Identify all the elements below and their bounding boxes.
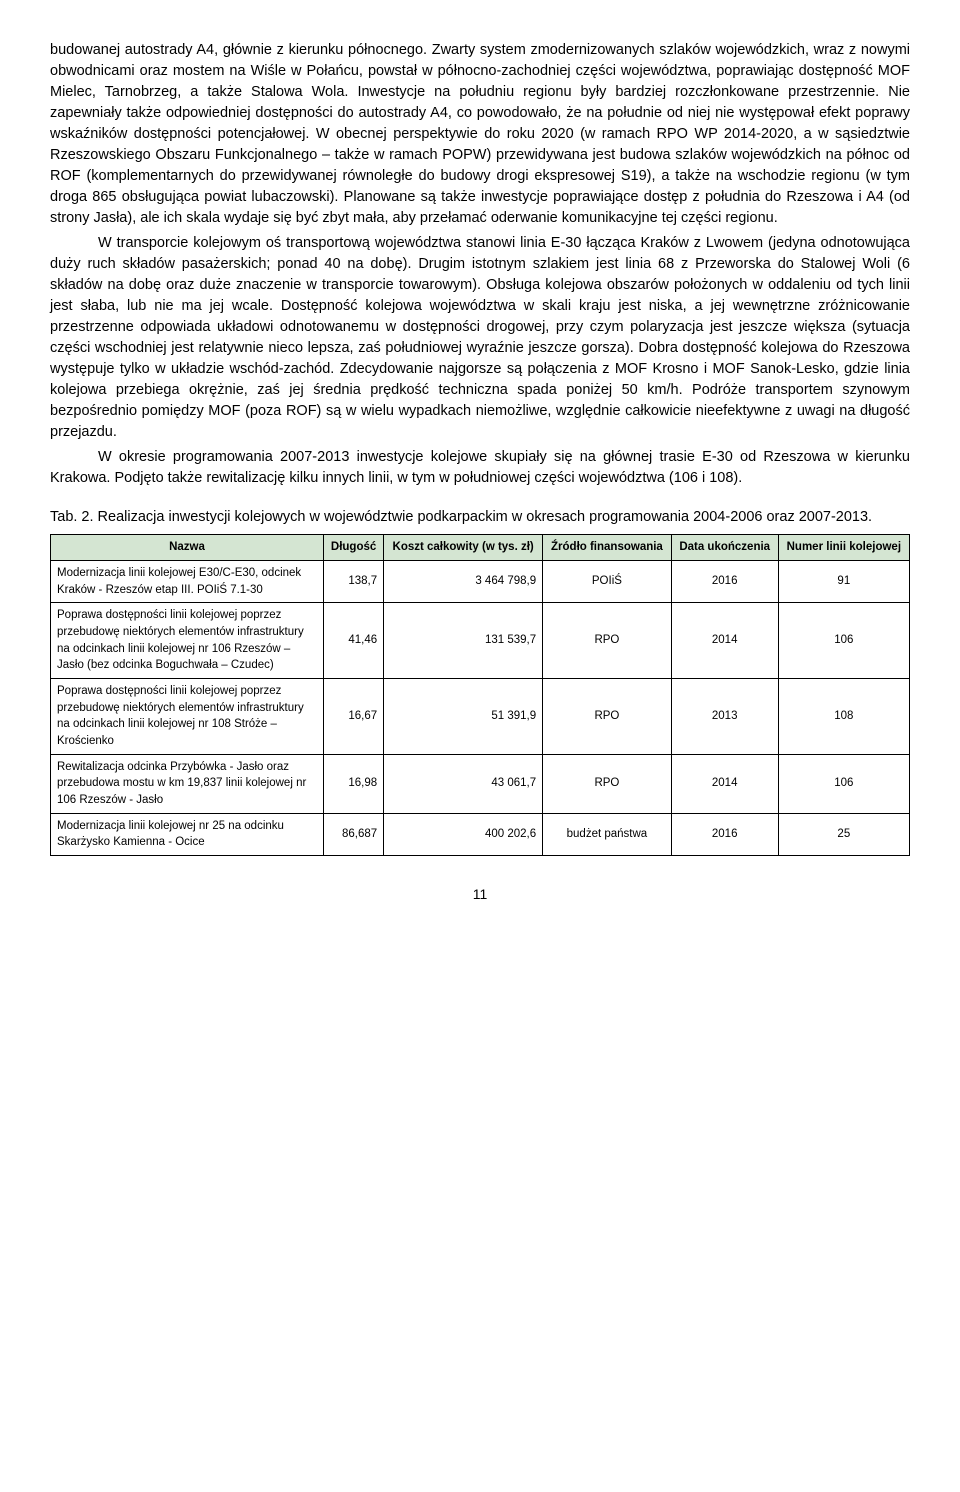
cell-name: Poprawa dostępności linii kolejowej popr… [51, 603, 324, 679]
col-name: Nazwa [51, 535, 324, 561]
cell-source: POIiŚ [543, 561, 672, 603]
cell-lineno: 91 [778, 561, 909, 603]
investments-table: Nazwa Długość Koszt całkowity (w tys. zł… [50, 534, 910, 856]
cell-length: 138,7 [324, 561, 384, 603]
cell-date: 2014 [671, 603, 778, 679]
cell-date: 2016 [671, 813, 778, 855]
body-paragraph-2: W transporcie kolejowym oś transportową … [50, 233, 910, 443]
cell-name: Modernizacja linii kolejowej E30/C-E30, … [51, 561, 324, 603]
col-lineno: Numer linii kolejowej [778, 535, 909, 561]
cell-length: 16,98 [324, 754, 384, 813]
cell-length: 41,46 [324, 603, 384, 679]
cell-date: 2013 [671, 679, 778, 755]
cell-length: 86,687 [324, 813, 384, 855]
cell-source: RPO [543, 754, 672, 813]
col-cost: Koszt całkowity (w tys. zł) [384, 535, 543, 561]
table-row: Modernizacja linii kolejowej nr 25 na od… [51, 813, 910, 855]
cell-source: RPO [543, 603, 672, 679]
body-paragraph-3: W okresie programowania 2007-2013 inwest… [50, 447, 910, 489]
table-row: Rewitalizacja odcinka Przybówka - Jasło … [51, 754, 910, 813]
cell-name: Rewitalizacja odcinka Przybówka - Jasło … [51, 754, 324, 813]
cell-cost: 51 391,9 [384, 679, 543, 755]
body-paragraph-1: budowanej autostrady A4, głównie z kieru… [50, 40, 910, 229]
col-date: Data ukończenia [671, 535, 778, 561]
table-row: Poprawa dostępności linii kolejowej popr… [51, 679, 910, 755]
page-number: 11 [50, 884, 910, 904]
table-header-row: Nazwa Długość Koszt całkowity (w tys. zł… [51, 535, 910, 561]
cell-length: 16,67 [324, 679, 384, 755]
cell-lineno: 108 [778, 679, 909, 755]
cell-name: Modernizacja linii kolejowej nr 25 na od… [51, 813, 324, 855]
table-row: Poprawa dostępności linii kolejowej popr… [51, 603, 910, 679]
col-source: Źródło finansowania [543, 535, 672, 561]
cell-source: budżet państwa [543, 813, 672, 855]
cell-cost: 3 464 798,9 [384, 561, 543, 603]
cell-lineno: 106 [778, 603, 909, 679]
cell-lineno: 106 [778, 754, 909, 813]
cell-lineno: 25 [778, 813, 909, 855]
table-caption: Tab. 2. Realizacja inwestycji kolejowych… [50, 507, 910, 528]
cell-date: 2016 [671, 561, 778, 603]
cell-cost: 43 061,7 [384, 754, 543, 813]
cell-cost: 131 539,7 [384, 603, 543, 679]
table-row: Modernizacja linii kolejowej E30/C-E30, … [51, 561, 910, 603]
cell-source: RPO [543, 679, 672, 755]
cell-cost: 400 202,6 [384, 813, 543, 855]
col-length: Długość [324, 535, 384, 561]
cell-date: 2014 [671, 754, 778, 813]
cell-name: Poprawa dostępności linii kolejowej popr… [51, 679, 324, 755]
